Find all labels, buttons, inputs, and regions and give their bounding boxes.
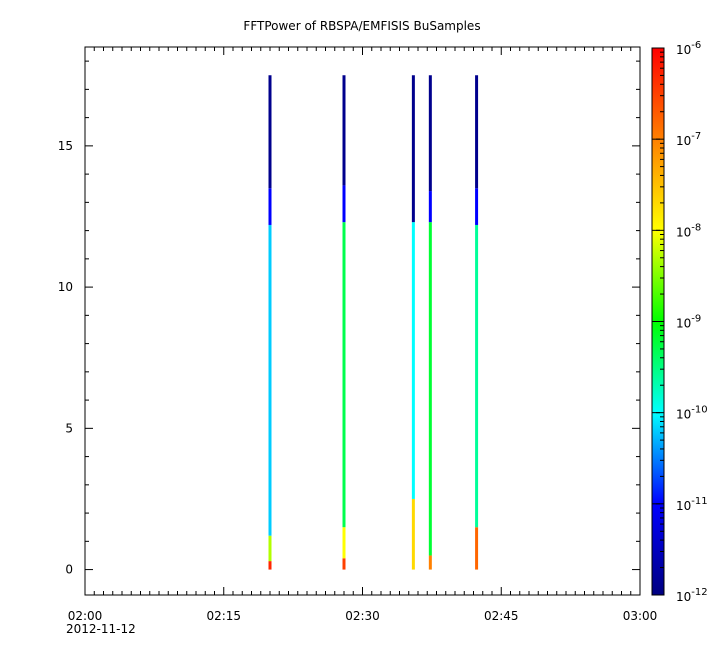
spectrogram-cell xyxy=(268,75,272,189)
spectrogram-stripes xyxy=(268,75,479,570)
y-axis: 0 5 10 15 xyxy=(58,60,640,577)
spectrogram-cell xyxy=(475,188,479,225)
colorbar-tick-label: 10-10 xyxy=(676,405,708,422)
colorbar-ticks: 10-12 10-11 10-10 10-9 10-8 10-7 10-6 xyxy=(652,40,708,604)
y-tick-label: 0 xyxy=(65,563,73,577)
colorbar-tick-label: 10-11 xyxy=(676,496,708,513)
colorbar-tick-label: 10-8 xyxy=(676,222,701,239)
spectrogram-cell xyxy=(268,224,272,536)
spectrogram-stripe xyxy=(428,75,432,570)
spectrogram-cell xyxy=(411,75,415,223)
x-tick-label: 02:30 xyxy=(345,609,380,623)
x-tick-label: 02:45 xyxy=(484,609,519,623)
spectrogram-cell xyxy=(428,75,432,192)
spectrogram-cell xyxy=(475,75,479,189)
x-tick-label: 02:15 xyxy=(206,609,241,623)
spectrogram-cell xyxy=(428,555,432,570)
spectrogram-cell xyxy=(342,558,346,570)
spectrogram-stripe xyxy=(268,75,272,570)
spectrogram-stripe xyxy=(411,75,415,570)
colorbar-tick-label: 10-6 xyxy=(676,40,701,57)
spectrogram-cell xyxy=(268,535,272,562)
chart-title: FFTPower of RBSPA/EMFISIS BuSamples xyxy=(243,19,480,33)
spectrogram-stripe xyxy=(475,75,479,570)
y-tick-label: 5 xyxy=(65,421,73,435)
spectrogram-cell xyxy=(428,191,432,223)
spectrogram-cell xyxy=(342,527,346,559)
spectrogram-cell xyxy=(268,188,272,225)
spectrogram-cell xyxy=(475,527,479,570)
x-tick-label: 03:00 xyxy=(623,609,658,623)
spectrogram-cell xyxy=(428,222,432,556)
spectrogram-cell xyxy=(342,185,346,223)
x-date-label: 2012-11-12 xyxy=(66,622,136,636)
colorbar-tick-label: 10-9 xyxy=(676,314,701,331)
spectrogram-cell xyxy=(411,222,415,499)
x-axis: 02:00 02:15 02:30 02:45 03:00 xyxy=(68,47,658,623)
x-tick-label: 02:00 xyxy=(68,609,103,623)
plot-area: 0 5 10 15 02:00 02:15 02:30 02:45 03:00 2012-11… xyxy=(58,46,658,636)
colorbar-tick-label: 10-12 xyxy=(676,587,708,604)
spectrogram-cell xyxy=(411,498,415,570)
colorbar: 10-12 10-11 10-10 10-9 10-8 10-7 10-6 xyxy=(651,40,708,604)
spectrogram-cell xyxy=(475,224,479,528)
spectrogram-cell xyxy=(342,222,346,528)
spectrogram-cell xyxy=(342,75,346,186)
y-tick-label: 10 xyxy=(58,280,73,294)
colorbar-tick-label: 10-7 xyxy=(676,131,701,148)
spectrogram-cell xyxy=(268,561,272,570)
plot-frame xyxy=(84,46,641,596)
y-tick-label: 15 xyxy=(58,139,73,153)
spectrogram-stripe xyxy=(342,75,346,570)
